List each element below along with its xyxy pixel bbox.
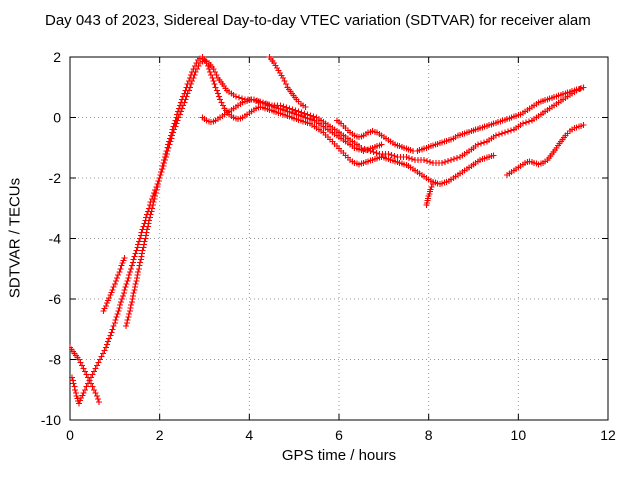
x-tick-label: 12 — [600, 427, 616, 443]
x-tick-label: 8 — [425, 427, 433, 443]
y-tick-label: 0 — [53, 110, 61, 126]
x-tick-label: 10 — [511, 427, 527, 443]
series-track-5 — [423, 181, 436, 208]
x-tick-label: 2 — [156, 427, 164, 443]
y-tick-label: 2 — [53, 49, 61, 65]
x-tick-label: 4 — [245, 427, 253, 443]
plot-border — [69, 56, 609, 421]
series-track-2 — [69, 344, 102, 405]
y-tick-label: -6 — [49, 291, 62, 307]
y-tick-label: -10 — [41, 412, 61, 428]
x-axis-label: GPS time / hours — [281, 447, 397, 464]
series-track-7 — [266, 54, 309, 110]
series-track-3 — [100, 255, 128, 314]
y-tick-label: -4 — [49, 231, 62, 247]
series-track-6 — [199, 96, 385, 154]
x-tick-label: 0 — [66, 427, 74, 443]
y-tick-label: -2 — [49, 170, 62, 186]
y-tick-label: -8 — [49, 352, 62, 368]
series-track-4 — [123, 54, 497, 329]
x-tick-label: 6 — [335, 427, 343, 443]
series-track-8 — [334, 84, 587, 154]
chart-title: Day 043 of 2023, Sidereal Day-to-day VTE… — [45, 12, 591, 29]
series-track-9 — [504, 122, 587, 178]
